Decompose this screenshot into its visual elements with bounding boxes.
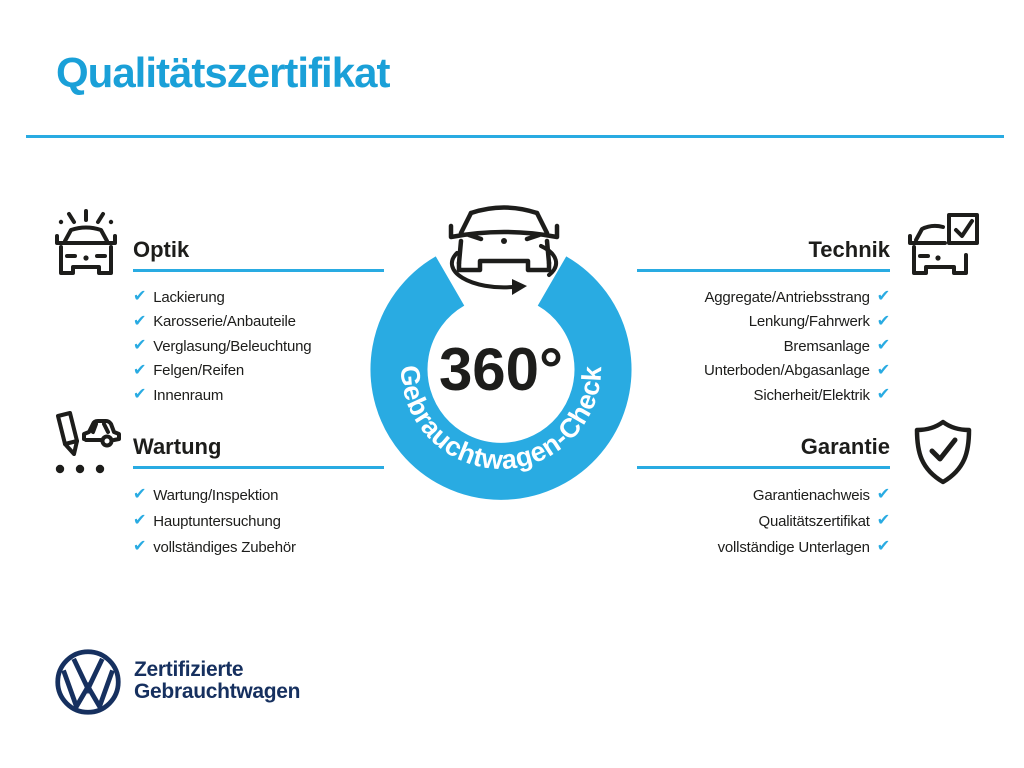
item-label: vollständiges Zubehör <box>153 538 296 556</box>
item-label: Bremsanlage <box>783 337 870 355</box>
item-label: Qualitätszertifikat <box>758 512 870 530</box>
section-wartung: Wartung ✔ Wartung/Inspektion ✔ Hauptunters… <box>133 434 384 560</box>
item-label: Felgen/Reifen <box>153 362 245 380</box>
check-icon: ✔ <box>133 486 147 503</box>
item-label: Innenraum <box>153 386 224 404</box>
item-label: Lenkung/Fahrwerk <box>748 313 870 331</box>
checklist-item: ✔ Verglasung/Beleuchtung <box>133 334 384 359</box>
section-title-optik: Optik <box>133 237 190 262</box>
check-icon: ✔ <box>876 386 890 404</box>
check-icon: ✔ <box>133 337 147 355</box>
vw-logo <box>55 649 121 715</box>
checklist-item: ✔ Lackierung <box>133 285 384 310</box>
checklist-technik: Aggregate/Antriebsstrang ✔ Lenkung/Fahrwe… <box>637 285 890 408</box>
checklist-item: Unterboden/Abgasanlage ✔ <box>637 359 890 384</box>
item-label: Wartung/Inspektion <box>153 486 279 504</box>
checklist-item: vollständige Unterlagen ✔ <box>637 534 891 560</box>
page-title: Qualitätszertifikat <box>56 49 390 96</box>
section-underline <box>133 269 384 272</box>
checklist-item: ✔ Felgen/Reifen <box>133 359 384 384</box>
item-label: Hauptuntersuchung <box>153 512 281 530</box>
checklist-item: ✔ vollständiges Zubehör <box>133 534 384 560</box>
item-label: Unterboden/Abgasanlage <box>704 362 870 380</box>
item-label: Garantienachweis <box>752 486 870 504</box>
check-icon: ✔ <box>876 486 890 503</box>
item-label: Verglasung/Beleuchtung <box>153 337 312 355</box>
item-label: vollständige Unterlagen <box>717 538 870 556</box>
checklist-item: ✔ Wartung/Inspektion <box>133 482 384 508</box>
check-icon: ✔ <box>133 538 147 555</box>
checklist-item: ✔ Innenraum <box>133 383 384 408</box>
checklist-garantie: Garantienachweis ✔ Qualitätszertifikat ✔ v… <box>637 482 891 560</box>
check-icon: ✔ <box>876 337 890 355</box>
check-icon: ✔ <box>133 386 147 404</box>
section-underline <box>637 466 890 469</box>
section-title-technik: Technik <box>808 237 890 262</box>
section-optik: Optik ✔ Lackierung ✔ Karosserie/Anbauteile… <box>133 237 384 408</box>
item-label: Lackierung <box>153 288 225 306</box>
item-label: Aggregate/Antriebsstrang <box>704 288 870 306</box>
section-underline <box>133 466 384 469</box>
title-divider <box>26 135 1004 138</box>
shiny-car-icon <box>55 209 117 275</box>
check-icon: ✔ <box>876 288 890 306</box>
check-icon: ✔ <box>876 512 890 529</box>
item-label: Sicherheit/Elektrik <box>753 386 870 404</box>
check-icon: ✔ <box>133 361 147 379</box>
car-checkbox-icon <box>908 213 979 275</box>
checklist-item: Aggregate/Antriebsstrang ✔ <box>637 285 890 310</box>
checklist-optik: ✔ Lackierung ✔ Karosserie/Anbauteile ✔ Verg… <box>133 285 384 408</box>
check-icon: ✔ <box>876 361 890 379</box>
check-icon: ✔ <box>876 312 890 330</box>
check-icon: ✔ <box>876 538 890 555</box>
section-underline <box>637 269 890 272</box>
brand-line-1: Zertifizierte <box>134 658 244 681</box>
check-icon: ✔ <box>133 312 147 330</box>
degree-label: 360° <box>439 336 563 403</box>
section-title-wartung: Wartung <box>133 434 222 459</box>
checklist-item: ✔ Hauptuntersuchung <box>133 508 384 534</box>
shield-check-icon <box>914 419 972 485</box>
check-icon: ✔ <box>133 512 147 529</box>
brand-line-2: Gebrauchtwagen <box>134 680 301 703</box>
360-degree-check-badge: Gebrauchtwagen-Check 360° <box>370 205 632 500</box>
ring-arc <box>370 256 632 500</box>
car-rotation-icon <box>448 205 560 295</box>
checklist-item: Garantienachweis ✔ <box>637 482 890 508</box>
item-label: Karosserie/Anbauteile <box>153 313 296 331</box>
checklist-item: ✔ Karosserie/Anbauteile <box>133 310 384 335</box>
section-title-garantie: Garantie <box>800 434 890 459</box>
checklist-item: Bremsanlage ✔ <box>637 334 891 359</box>
checklist-item: Lenkung/Fahrwerk ✔ <box>637 310 890 335</box>
checklist-item: Sicherheit/Elektrik ✔ <box>637 383 891 408</box>
brand-text: Zertifizierte Gebrauchtwagen <box>134 659 300 703</box>
checklist-wartung: ✔ Wartung/Inspektion ✔ Hauptuntersuchung ✔… <box>133 482 384 560</box>
pencil-car-checklist-icon <box>55 411 121 474</box>
checklist-item: Qualitätszertifikat ✔ <box>637 508 891 534</box>
section-garantie: Garantie Garantienachweis ✔ Qualitätszert… <box>637 434 890 560</box>
section-technik: Technik Aggregate/Antriebsstrang ✔ Lenkun… <box>637 237 890 408</box>
check-icon: ✔ <box>133 288 147 306</box>
